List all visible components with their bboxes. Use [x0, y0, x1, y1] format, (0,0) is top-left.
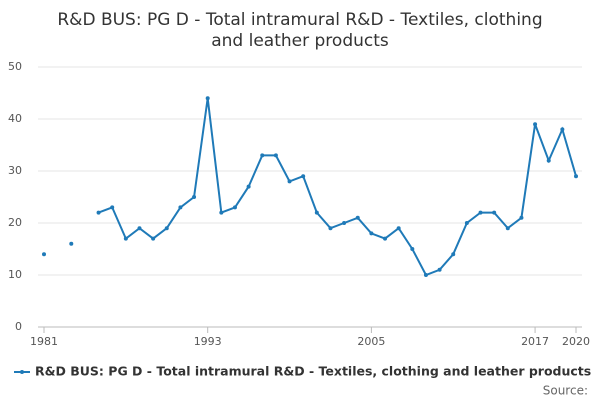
point [464, 221, 469, 225]
y-tick-label: 10 [8, 268, 22, 281]
point [355, 215, 360, 220]
y-tick-label: 0 [15, 320, 22, 333]
line [98, 98, 577, 277]
point [232, 205, 237, 210]
point [205, 96, 210, 101]
point [574, 174, 578, 179]
point [42, 252, 46, 257]
point [301, 174, 306, 179]
point [423, 273, 428, 277]
x-tick-label: 2005 [357, 335, 385, 348]
y-tick-label: 40 [8, 112, 22, 125]
point [396, 226, 401, 231]
point [519, 215, 524, 220]
point [287, 179, 292, 184]
point [328, 226, 333, 231]
legend-marker [20, 370, 24, 374]
point [383, 236, 388, 241]
point [123, 236, 128, 241]
point [451, 252, 456, 257]
point [137, 226, 142, 231]
x-tick-label: 1981 [30, 335, 58, 348]
point [151, 236, 156, 241]
point [546, 158, 551, 163]
point [410, 247, 415, 251]
point [192, 195, 197, 199]
point [478, 210, 483, 215]
point [96, 210, 101, 215]
legend-label: R&D BUS: PG D - Total intramural R&D - T… [35, 364, 591, 379]
point [164, 226, 169, 231]
point [69, 241, 74, 246]
point [110, 205, 115, 210]
point [246, 184, 251, 189]
point [260, 153, 265, 158]
chart-title: R&D BUS: PG D - Total intramural R&D - T… [57, 10, 542, 30]
source: Source: [543, 384, 588, 398]
y-tick-label: 20 [8, 216, 22, 229]
x-tick-label: 2017 [521, 335, 549, 348]
y-tick-label: 30 [8, 164, 22, 177]
point [505, 226, 510, 231]
point [342, 221, 347, 225]
x-tick-label: 1993 [194, 335, 222, 348]
point [533, 122, 538, 127]
chart-title: and leather products [211, 31, 389, 51]
point [560, 127, 565, 132]
point [273, 153, 278, 158]
point [492, 210, 497, 215]
point [369, 231, 374, 236]
point [314, 210, 319, 215]
point [219, 210, 224, 215]
point [178, 205, 183, 210]
point [437, 267, 442, 272]
y-tick-label: 50 [8, 60, 22, 73]
x-tick-label: 2020 [562, 335, 590, 348]
